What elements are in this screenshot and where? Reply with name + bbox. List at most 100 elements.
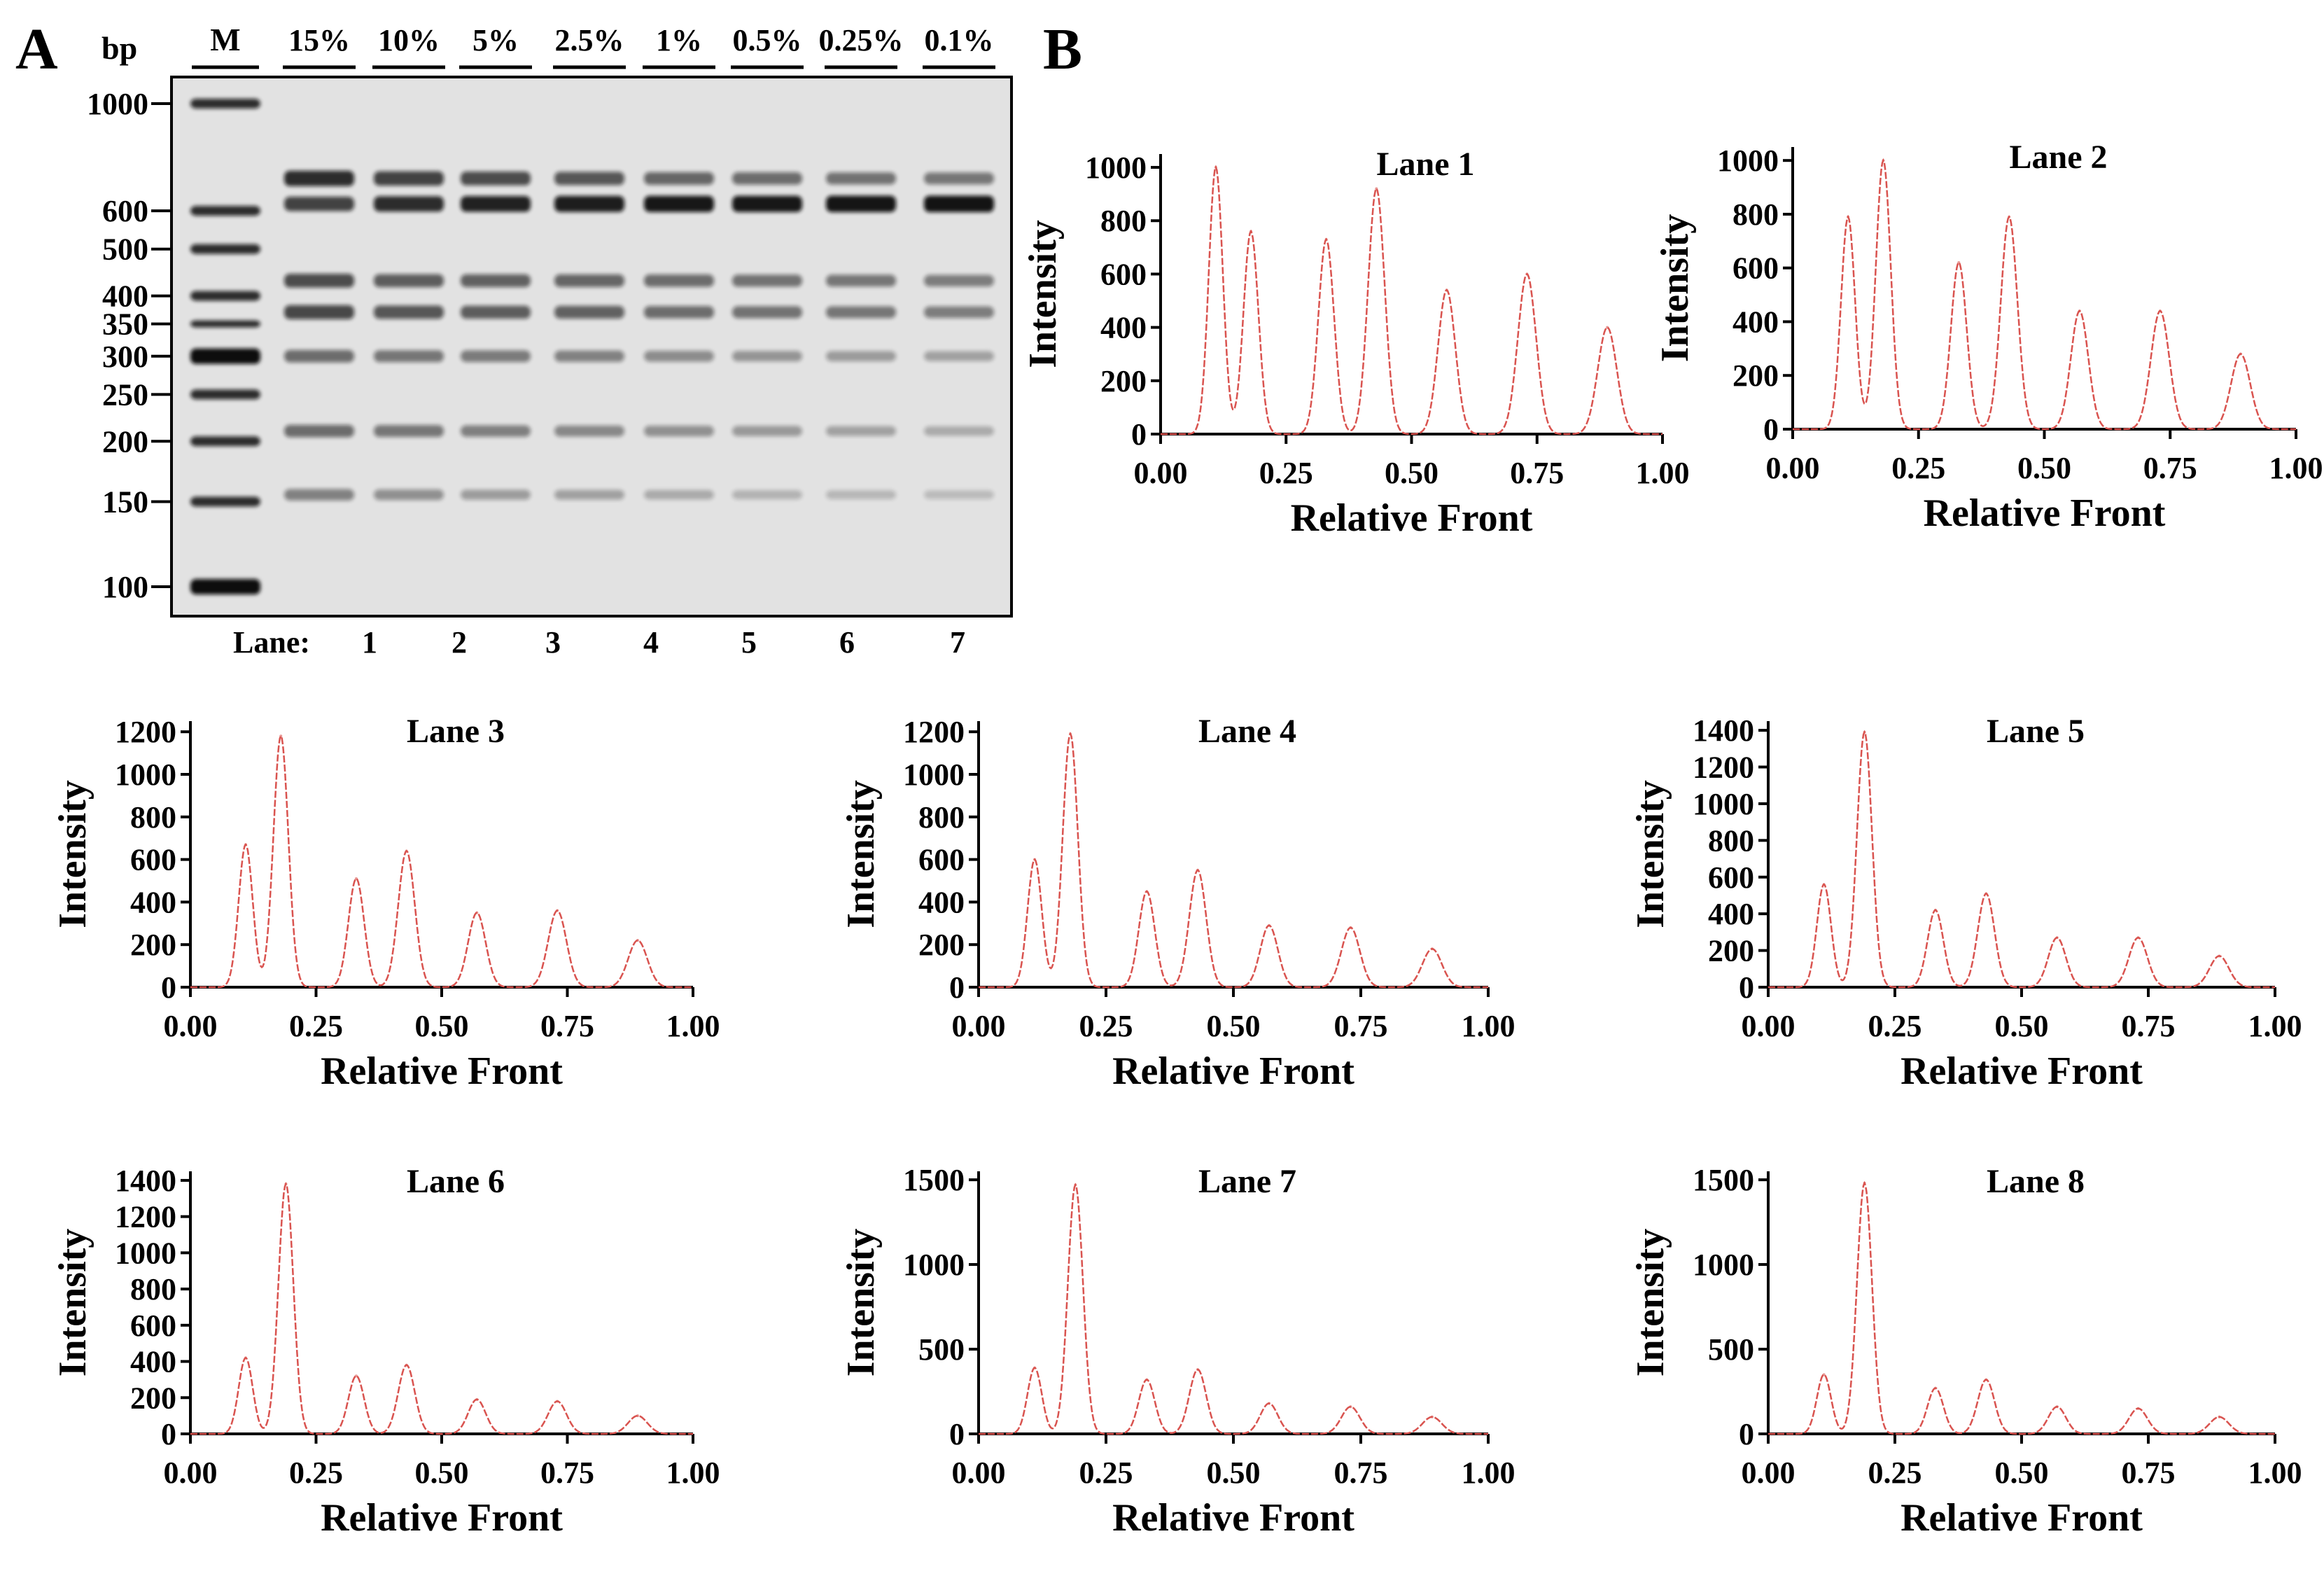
sample-band — [924, 195, 994, 213]
x-tick-label: 0.25 — [1079, 1456, 1133, 1490]
y-tick-label: 200 — [918, 928, 965, 962]
marker-band-500 — [190, 244, 260, 254]
y-tick-label: 800 — [130, 800, 176, 835]
y-tick-label: 1500 — [1693, 1163, 1754, 1197]
y-tick-label: 1200 — [1693, 751, 1754, 785]
chart-lane-7: 0 500 1000 1500 0.00 0.25 0.50 0.75 1.00 Relative… — [839, 1163, 1516, 1540]
sample-band — [554, 195, 624, 212]
chart-title: Lane 4 — [1198, 713, 1296, 750]
peak-point — [1606, 326, 1609, 329]
peak-point — [1984, 1378, 1988, 1381]
y-tick-label: 1200 — [903, 715, 965, 749]
sample-band — [826, 426, 896, 436]
sample-band — [924, 172, 994, 185]
sample-band — [374, 274, 444, 288]
x-tick-label: 0.75 — [1334, 1009, 1388, 1043]
peak-point — [1349, 1405, 1352, 1409]
x-tick-label: 1.00 — [2248, 1009, 2302, 1043]
lane-number-3: 3 — [545, 625, 561, 660]
peak-point — [1267, 923, 1270, 927]
intensity-trace — [979, 732, 1488, 989]
intensity-trace — [1161, 165, 1662, 435]
peak-point — [354, 1374, 358, 1378]
chart-lane-4: 0 200 400 600 800 1000 1200 0.00 0.25 0.50 0.75 1.0… — [839, 713, 1516, 1093]
x-axis-label: Relative Front — [1112, 1496, 1354, 1540]
x-tick-label: 1.00 — [1636, 456, 1690, 490]
peak-point — [2136, 936, 2140, 940]
intensity-trace — [979, 1183, 1488, 1435]
sample-band — [924, 306, 994, 319]
sample-band — [644, 274, 714, 287]
y-tick-label: 1000 — [1717, 144, 1779, 178]
sample-band — [924, 490, 994, 499]
y-tick-label: 600 — [1100, 257, 1147, 291]
x-tick-label: 0.50 — [1207, 1456, 1261, 1490]
x-tick-label: 0.25 — [1259, 456, 1313, 490]
y-tick-label: 400 — [1708, 897, 1754, 931]
x-tick-label: 0.75 — [2122, 1456, 2176, 1490]
size-label-200: 200 — [102, 424, 148, 459]
y-tick-label: 0 — [1763, 412, 1779, 447]
chart-title: Lane 8 — [1987, 1163, 2085, 1200]
sample-band — [826, 306, 896, 319]
y-tick-label: 1000 — [1693, 787, 1754, 821]
x-tick-label: 0.75 — [540, 1009, 594, 1043]
marker-label: M — [210, 22, 240, 57]
sample-band — [826, 274, 896, 287]
peak-point — [1847, 215, 1850, 218]
sample-band — [732, 426, 802, 437]
y-axis-label: Intensity — [1629, 1229, 1672, 1377]
sample-band — [461, 305, 531, 319]
y-tick-label: 400 — [918, 885, 965, 919]
lane-number-2: 2 — [451, 625, 467, 660]
sample-band — [924, 274, 994, 287]
chart-title: Lane 5 — [1987, 713, 2085, 750]
intensity-trace — [190, 1182, 693, 1435]
chart-title: Lane 7 — [1198, 1163, 1296, 1200]
sample-band — [644, 172, 714, 185]
x-tick-label: 1.00 — [1462, 1456, 1516, 1490]
x-tick-label: 0.50 — [415, 1456, 469, 1490]
sample-band — [732, 490, 802, 500]
sample-band — [374, 489, 444, 501]
x-tick-label: 0.50 — [1385, 456, 1438, 490]
x-tick-label: 0.00 — [164, 1456, 218, 1490]
y-tick-label: 500 — [1708, 1332, 1754, 1367]
sample-band — [644, 195, 714, 212]
y-tick-label: 800 — [1708, 823, 1754, 858]
size-label-500: 500 — [102, 232, 148, 267]
y-tick-label: 1500 — [903, 1163, 965, 1197]
chart-title: Lane 1 — [1376, 146, 1474, 183]
peak-point — [1430, 947, 1434, 951]
y-axis-label: Intensity — [1021, 220, 1065, 368]
y-tick-label: 1000 — [115, 758, 176, 792]
x-tick-label: 0.75 — [1510, 456, 1564, 490]
y-tick-label: 0 — [161, 1417, 176, 1451]
y-tick-label: 1200 — [115, 715, 176, 749]
marker-band-400 — [190, 291, 260, 301]
x-tick-label: 1.00 — [1462, 1009, 1516, 1043]
chart-lane-3: 0 200 400 600 800 1000 1200 0.00 0.25 0.50 0.75 1.0… — [51, 713, 720, 1093]
peak-point — [2055, 1405, 2059, 1409]
gel-image — [170, 76, 1013, 618]
panel-b-label: B — [1043, 17, 1082, 82]
y-tick-label: 600 — [1732, 251, 1779, 286]
peak-point — [1375, 187, 1378, 190]
sample-band — [732, 306, 802, 319]
peak-point — [1214, 166, 1217, 169]
sample-band — [732, 195, 802, 212]
sample-band — [374, 350, 444, 363]
y-tick-label: 400 — [130, 1345, 176, 1379]
sample-band — [461, 350, 531, 363]
sample-band — [284, 424, 354, 438]
y-tick-label: 1000 — [903, 1248, 965, 1282]
sample-band — [284, 349, 354, 363]
y-tick-label: 400 — [1100, 311, 1147, 345]
sample-band — [826, 351, 896, 362]
peak-point — [2136, 1407, 2140, 1410]
peak-point — [284, 1183, 288, 1186]
y-tick-label: 0 — [1131, 417, 1147, 452]
sample-band — [461, 425, 531, 437]
